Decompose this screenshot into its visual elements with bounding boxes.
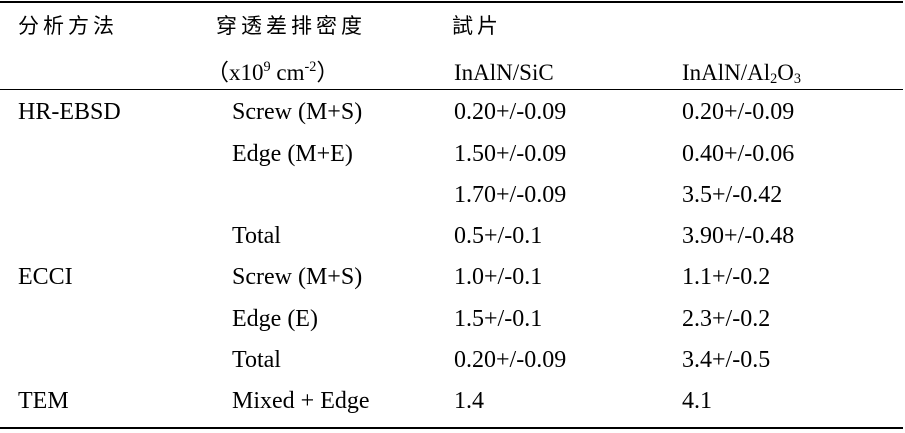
header-density: 穿透差排密度 [216, 14, 366, 38]
table-bottom-rule [0, 427, 903, 429]
header-density-unit: （x109 cm-2） [206, 59, 340, 85]
row-method: HR-EBSD [18, 99, 121, 125]
row-al2o3-value: 3.5+/-0.42 [682, 182, 783, 208]
row-al2o3-value: 1.1+/-0.2 [682, 264, 771, 290]
row-sic-value: 1.50+/-0.09 [454, 141, 567, 167]
row-type: Edge (E) [232, 306, 318, 332]
row-sic-value: 0.5+/-0.1 [454, 223, 543, 249]
row-sic-value: 1.0+/-0.1 [454, 264, 543, 290]
row-type: Screw (M+S) [232, 264, 363, 290]
row-type: Total [232, 223, 281, 249]
table-header-rule [0, 89, 903, 90]
row-type: Edge (M+E) [232, 141, 353, 167]
row-sic-value: 0.20+/-0.09 [454, 347, 567, 373]
header-col-sic: InAlN/SiC [454, 60, 554, 85]
row-al2o3-value: 0.20+/-0.09 [682, 99, 795, 125]
row-sic-value: 1.4 [454, 388, 484, 414]
row-al2o3-value: 3.4+/-0.5 [682, 347, 771, 373]
row-sic-value: 0.20+/-0.09 [454, 99, 567, 125]
row-method: ECCI [18, 264, 73, 290]
row-type: Mixed + Edge [232, 388, 370, 414]
row-al2o3-value: 4.1 [682, 388, 712, 414]
header-method: 分析方法 [18, 14, 118, 38]
row-type: Screw (M+S) [232, 99, 363, 125]
table-top-rule [0, 1, 903, 3]
header-col-al2o3: InAlN/Al2O3 [682, 60, 802, 87]
row-al2o3-value: 0.40+/-0.06 [682, 141, 795, 167]
row-al2o3-value: 3.90+/-0.48 [682, 223, 795, 249]
header-sample: 試片 [452, 14, 502, 38]
row-method: TEM [18, 388, 69, 414]
row-type: Total [232, 347, 281, 373]
row-sic-value: 1.70+/-0.09 [454, 182, 567, 208]
row-al2o3-value: 2.3+/-0.2 [682, 306, 771, 332]
row-sic-value: 1.5+/-0.1 [454, 306, 543, 332]
